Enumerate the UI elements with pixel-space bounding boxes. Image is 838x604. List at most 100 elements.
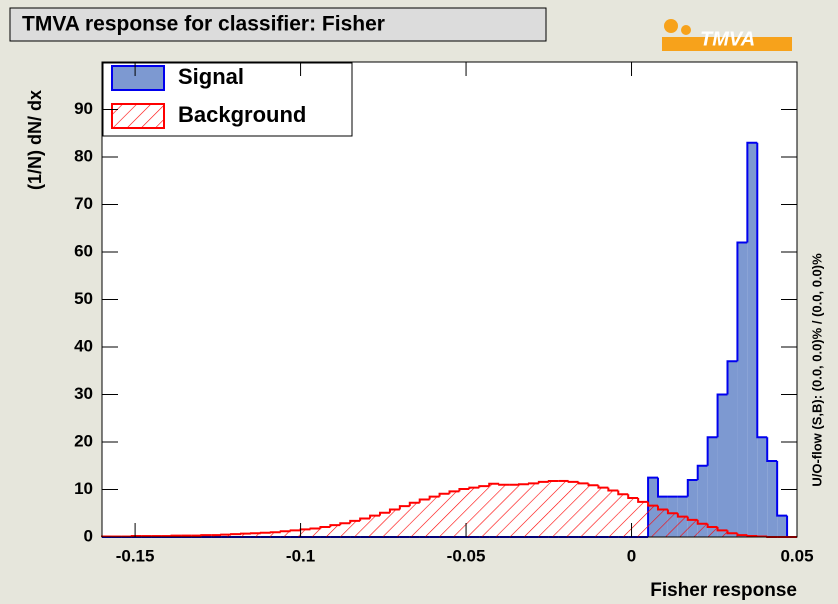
bar (548, 480, 559, 537)
bar-outline (468, 486, 480, 490)
y-tick-label: 40 (74, 336, 93, 355)
bar (439, 493, 450, 537)
bar-outline (428, 495, 440, 500)
bar (568, 481, 579, 537)
y-tick-label: 60 (74, 241, 93, 260)
bar (459, 489, 470, 537)
bar (638, 501, 649, 537)
bar (350, 520, 361, 537)
legend-label: Signal (178, 64, 244, 89)
bar-outline (706, 436, 718, 466)
bar (598, 487, 609, 537)
y-tick-label: 30 (74, 384, 93, 403)
bar-outline (319, 526, 331, 529)
bar-outline (746, 141, 758, 243)
bar (717, 394, 728, 537)
y-tick-label: 20 (74, 431, 93, 450)
bar (628, 498, 639, 537)
bar-outline (547, 479, 559, 482)
bar (399, 506, 410, 537)
bar (340, 523, 351, 537)
bar-outline (339, 522, 351, 526)
logo-text: TMVA (700, 28, 755, 50)
bar (648, 505, 658, 537)
x-tick-label: -0.15 (116, 546, 155, 565)
legend-swatch (111, 65, 165, 91)
bar (558, 480, 569, 537)
bar-outline (438, 492, 450, 497)
bar (509, 484, 519, 537)
bar-outline (637, 498, 649, 503)
bar (727, 361, 738, 537)
bar (667, 513, 678, 537)
bar (519, 484, 529, 537)
bar (658, 509, 668, 537)
bar (707, 437, 718, 537)
bar-outline (329, 524, 341, 528)
bar (320, 527, 331, 537)
bar (588, 485, 599, 537)
bar (697, 465, 708, 537)
bar (300, 529, 311, 537)
bar-outline (756, 142, 768, 439)
y-tick-label: 50 (74, 289, 93, 308)
bar (409, 502, 420, 537)
bar (419, 499, 430, 537)
bar (767, 461, 778, 537)
bar-outline (398, 505, 410, 510)
bar-outline (716, 527, 728, 532)
bar (260, 532, 271, 537)
title-box (9, 7, 547, 42)
bar (389, 509, 400, 537)
bar (608, 490, 619, 537)
x-tick-label: -0.05 (447, 546, 486, 565)
legend-label: Background (178, 102, 306, 127)
bar-outline (369, 514, 380, 519)
bar (618, 494, 629, 537)
bar-outline (418, 498, 430, 503)
bar (757, 437, 768, 537)
y-tick-label: 80 (74, 146, 93, 165)
y-tick-label: 10 (74, 479, 93, 498)
bar (221, 534, 232, 537)
bar (231, 534, 241, 537)
bar (727, 533, 738, 537)
bar (707, 527, 718, 537)
bar-outline (716, 393, 728, 438)
bar (370, 515, 380, 537)
bar (330, 525, 341, 537)
bar (280, 531, 291, 537)
bar-outline (498, 483, 510, 486)
bar-outline (478, 485, 490, 488)
bar (250, 533, 261, 537)
bar-outline (726, 360, 738, 395)
legend: Signal Background (102, 62, 353, 137)
bar-outline (448, 490, 460, 494)
bar (290, 530, 301, 537)
bar (479, 486, 490, 537)
y-tick-label: 70 (74, 194, 93, 213)
bar-outline (647, 501, 658, 507)
bar (687, 480, 698, 537)
bar-outline (537, 480, 549, 484)
bar (687, 519, 698, 537)
bar (717, 530, 728, 537)
bar-outline (776, 461, 788, 517)
bar-outline (726, 530, 738, 535)
bar-outline (627, 494, 639, 500)
x-tick-label: 0 (627, 546, 636, 565)
bar-outline (587, 483, 599, 487)
bar-outline (686, 516, 698, 521)
bar-outline (388, 508, 400, 513)
x-tick-label: -0.1 (286, 546, 315, 565)
bar-outline (309, 527, 321, 530)
bar-outline (706, 523, 718, 529)
y-axis-label: (1/N) dN/ dx (25, 90, 45, 190)
bar-outline (597, 485, 609, 489)
bar (747, 142, 758, 537)
bar (538, 481, 549, 537)
bar-outline (617, 490, 629, 496)
bar (429, 496, 440, 537)
bar-outline (359, 517, 371, 521)
